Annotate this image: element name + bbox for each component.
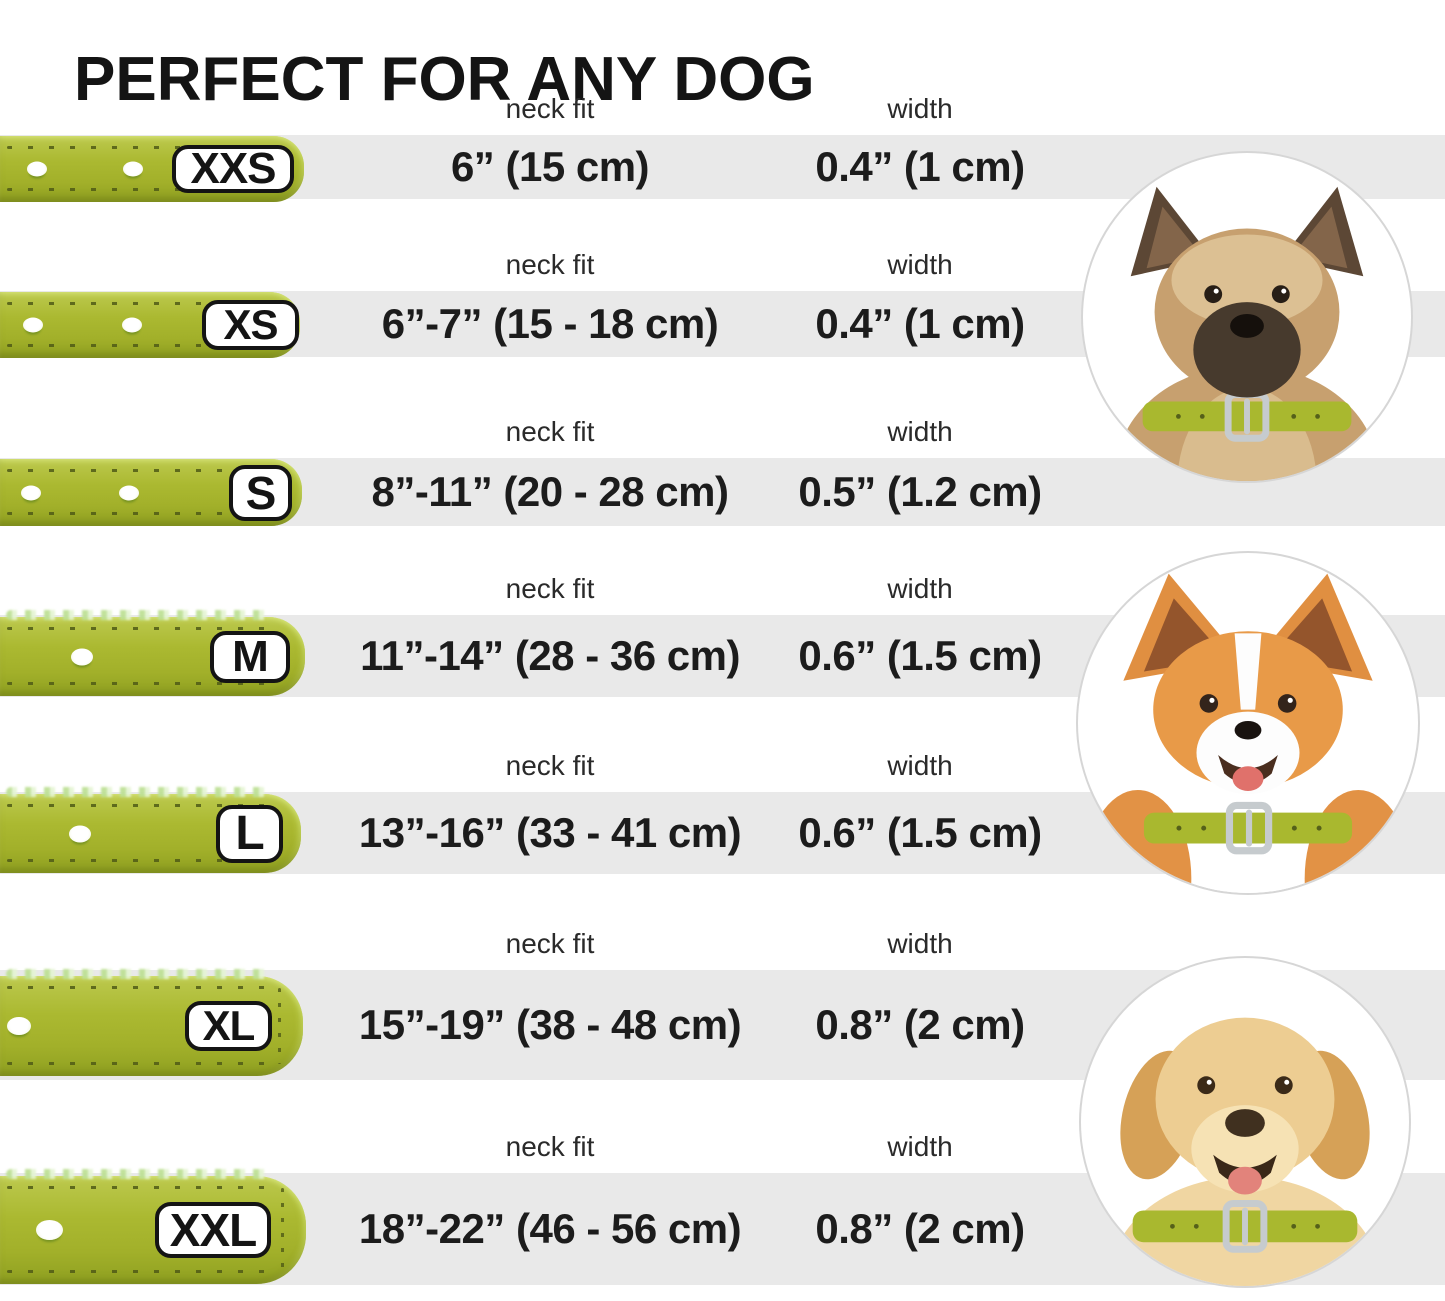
column-header-neck-fit: neck fit xyxy=(505,750,595,781)
size-badge: XXS xyxy=(172,144,294,193)
collar-hole xyxy=(71,648,93,665)
suede-fuzz-edge xyxy=(6,1169,272,1179)
collar-strip: XS xyxy=(0,292,300,358)
size-badge: S xyxy=(229,464,292,521)
stitch-line-bottom xyxy=(7,344,267,347)
collar-hole xyxy=(123,161,143,177)
neck-fit-value: 8”-11” (20 - 28 cm) xyxy=(371,468,729,515)
labrador-dog-illustration xyxy=(1109,1017,1381,1286)
collar-hole xyxy=(122,317,142,333)
column-header-width: width xyxy=(887,93,953,124)
stitch-line-bottom xyxy=(7,1270,273,1273)
stitch-line-top xyxy=(7,804,268,807)
stitch-line-top xyxy=(7,986,270,989)
neck-fit-value: 15”-19” (38 - 48 cm) xyxy=(358,1001,742,1048)
dog-photo-circle-medium xyxy=(1078,553,1418,893)
size-badge: L xyxy=(216,804,283,863)
collar-hole xyxy=(119,485,139,500)
column-header-width: width xyxy=(887,416,953,447)
stitch-line-bottom xyxy=(7,1062,270,1065)
column-header-neck-fit: neck fit xyxy=(505,249,595,280)
size-badge: XL xyxy=(185,1001,272,1051)
neck-fit-value: 6” (15 cm) xyxy=(450,143,650,190)
width-value: 0.4” (1 cm) xyxy=(815,143,1025,190)
stitch-line-bottom xyxy=(7,859,268,862)
stitch-line-vertical xyxy=(278,988,281,1064)
collar-strip: M xyxy=(0,610,305,696)
collar-hole xyxy=(69,825,91,842)
neck-fit-value: 11”-14” (28 - 36 cm) xyxy=(360,632,740,679)
column-header-neck-fit: neck fit xyxy=(505,928,595,959)
column-header-width: width xyxy=(887,573,953,604)
collar-strip: S xyxy=(0,459,302,526)
stitch-line-top xyxy=(7,1186,273,1189)
size-badge: XXL xyxy=(155,1202,271,1258)
suede-fuzz-edge xyxy=(6,610,271,620)
column-header-neck-fit: neck fit xyxy=(505,1131,595,1162)
column-header-neck-fit: neck fit xyxy=(505,93,595,124)
stitch-line-top xyxy=(7,627,272,630)
collar-hole xyxy=(36,1220,63,1240)
collar-hole xyxy=(21,485,41,500)
collar-strip: L xyxy=(0,787,301,873)
width-value: 0.8” (2 cm) xyxy=(815,1001,1025,1048)
width-value: 0.6” (1.5 cm) xyxy=(798,809,1042,856)
column-header-neck-fit: neck fit xyxy=(505,573,595,604)
column-header-width: width xyxy=(887,1131,953,1162)
width-value: 0.5” (1.2 cm) xyxy=(798,468,1042,515)
collar-strip: XXL xyxy=(0,1169,306,1284)
neck-fit-value: 18”-22” (46 - 56 cm) xyxy=(358,1205,742,1252)
size-badge: M xyxy=(210,630,290,683)
stitch-line-vertical xyxy=(281,1188,284,1272)
stitch-line-top xyxy=(7,302,267,305)
collar-hole xyxy=(7,1017,31,1035)
size-badge: XS xyxy=(202,300,299,350)
column-header-neck-fit: neck fit xyxy=(505,416,595,447)
neck-fit-value: 6”-7” (15 - 18 cm) xyxy=(381,300,719,347)
dog-photo-circle-large xyxy=(1081,958,1409,1286)
stitch-line-bottom xyxy=(7,188,271,191)
stitch-line-bottom xyxy=(7,512,269,515)
dog-photo-circle-small xyxy=(1083,153,1411,481)
collar-strip: XL xyxy=(0,969,303,1076)
suede-fuzz-edge xyxy=(6,787,267,797)
width-value: 0.6” (1.5 cm) xyxy=(798,632,1042,679)
width-value: 0.8” (2 cm) xyxy=(815,1205,1025,1252)
width-value: 0.4” (1 cm) xyxy=(815,300,1025,347)
column-header-width: width xyxy=(887,750,953,781)
terrier-dog-illustration xyxy=(1115,186,1379,481)
stitch-line-top xyxy=(7,146,271,149)
collar-strip: XXS xyxy=(0,136,304,202)
stitch-line-bottom xyxy=(7,682,272,685)
stitch-line-top xyxy=(7,469,269,472)
neck-fit-value: 13”-16” (33 - 41 cm) xyxy=(358,809,742,856)
page-title: PERFECT FOR ANY DOG xyxy=(74,44,815,114)
suede-fuzz-edge xyxy=(6,969,269,979)
column-header-width: width xyxy=(887,928,953,959)
collar-hole xyxy=(27,161,47,177)
collar-hole xyxy=(23,317,43,333)
corgi-dog-illustration xyxy=(1084,573,1412,893)
column-header-width: width xyxy=(887,249,953,280)
